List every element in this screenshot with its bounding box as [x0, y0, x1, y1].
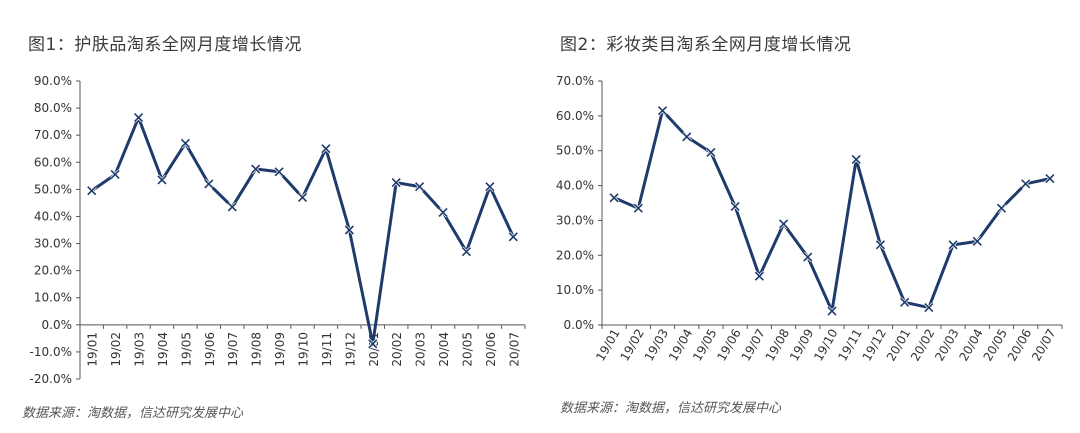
data-source-note: 数据来源：淘数据，信达研究发展中心: [560, 401, 782, 416]
y-tick-label: 30.0%: [556, 213, 594, 227]
data-point: [461, 246, 472, 257]
data-point: [367, 338, 378, 349]
data-point: [133, 112, 144, 123]
makeup-line-chart: 0.0%10.0%20.0%30.0%40.0%50.0%60.0%70.0%1…: [556, 74, 1063, 364]
x-tick-label: 19/02: [109, 332, 123, 367]
data-point: [203, 178, 214, 190]
y-tick-label: 70.0%: [556, 74, 594, 88]
y-tick-label: -20.0%: [30, 372, 72, 386]
x-tick-label: 19/04: [156, 332, 170, 367]
y-tick-label: 60.0%: [556, 109, 594, 123]
data-point: [826, 305, 838, 317]
y-tick-label: 10.0%: [34, 291, 72, 305]
x-tick-label: 20/07: [507, 332, 521, 367]
data-point: [86, 185, 97, 196]
data-point: [802, 251, 813, 263]
y-tick-label: 50.0%: [556, 144, 594, 158]
data-point: [250, 163, 261, 175]
data-point: [110, 169, 121, 180]
chart-panel-makeup: 图2：彩妆类目淘系全网月度增长情况 0.0% 10.0% 20.0% 30.0% 40.…: [540, 0, 1080, 433]
x-tick-label: 20/07: [1029, 327, 1058, 364]
data-point: [274, 166, 285, 177]
data-point: [730, 201, 741, 212]
data-point: [778, 218, 789, 229]
data-point: [297, 192, 308, 203]
y-tick-label: 60.0%: [34, 155, 72, 169]
x-tick-label: 19/01: [86, 332, 100, 367]
x-tick-label: 19/05: [179, 332, 193, 367]
data-point: [996, 203, 1007, 214]
y-tick-label: 0.0%: [42, 318, 73, 332]
data-point: [875, 239, 886, 250]
y-tick-label: 10.0%: [556, 283, 594, 297]
y-tick-label: 20.0%: [34, 264, 72, 278]
x-tick-label: 20/04: [437, 332, 451, 367]
x-tick-label: 19/09: [273, 332, 287, 367]
x-tick-label: 20/02: [390, 332, 404, 367]
y-tick-label: 0.0%: [564, 318, 595, 332]
data-point: [180, 138, 191, 149]
series-line: [90, 116, 515, 346]
chart-title: 图2：彩妆类目淘系全网月度增长情况: [560, 35, 852, 55]
y-tick-label: 30.0%: [34, 237, 72, 251]
y-tick-label: 20.0%: [556, 248, 594, 262]
data-point: [508, 231, 519, 242]
data-source-note: 数据来源：淘数据，信达研究发展中心: [22, 406, 244, 421]
data-point: [1044, 173, 1055, 184]
chart-title: 图1：护肤品淘系全网月度增长情况: [28, 35, 302, 55]
data-point: [657, 105, 668, 116]
x-tick-label: 19/06: [203, 332, 217, 367]
skincare-line-chart: -20.0% -10.0% 0.0% 10.0% 20.0% 30.0% 40.0% 50.0…: [30, 74, 526, 386]
data-point: [899, 297, 910, 308]
data-point: [156, 174, 168, 185]
x-tick-label: 19/10: [297, 332, 311, 367]
y-tick-label: 80.0%: [34, 101, 72, 115]
y-tick-label: 40.0%: [34, 209, 72, 223]
data-point: [320, 143, 331, 154]
x-tick-label: 19/12: [343, 332, 357, 367]
x-tick-label: 20/03: [414, 332, 428, 367]
x-tick-label: 20/06: [484, 332, 498, 367]
series-line: [613, 109, 1051, 313]
x-tick-label: 19/03: [133, 332, 147, 367]
data-point: [633, 203, 644, 214]
y-tick-label: 90.0%: [34, 74, 72, 88]
data-point: [972, 236, 983, 247]
data-point: [851, 154, 862, 165]
x-tick-label: 19/07: [226, 332, 240, 367]
data-point: [705, 147, 717, 158]
y-tick-label: -10.0%: [30, 345, 72, 359]
x-tick-label: 19/11: [320, 332, 334, 367]
x-tick-label: 19/08: [250, 332, 264, 367]
data-point: [344, 224, 355, 236]
y-tick-label: 70.0%: [34, 128, 72, 142]
data-point: [609, 192, 620, 203]
data-point: [227, 201, 238, 213]
data-point: [1020, 178, 1031, 189]
data-point: [484, 181, 495, 192]
x-tick-label: 20/05: [460, 332, 474, 367]
data-point: [391, 177, 402, 188]
y-tick-label: 50.0%: [34, 182, 72, 196]
data-point: [681, 131, 692, 142]
data-point: [923, 302, 934, 313]
y-tick-label: 40.0%: [556, 179, 594, 193]
data-point: [414, 181, 425, 192]
data-point: [754, 271, 765, 282]
data-point: [947, 239, 959, 250]
chart-panel-skincare: 图1：护肤品淘系全网月度增长情况 -20.0% -10.0% 0.0% 10.0% 20…: [22, 35, 526, 421]
data-point: [437, 207, 449, 218]
